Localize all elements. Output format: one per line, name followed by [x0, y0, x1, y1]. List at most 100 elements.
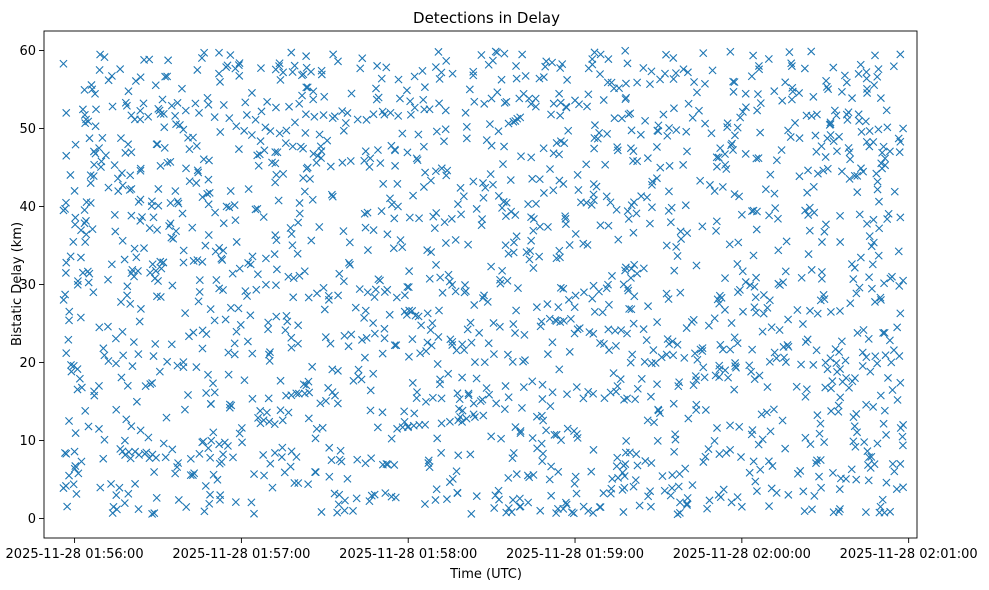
- data-point: [347, 330, 356, 339]
- data-point: [326, 162, 335, 171]
- data-point: [165, 222, 174, 230]
- data-point: [408, 306, 417, 315]
- data-point: [387, 141, 396, 150]
- y-tick-label: 10: [19, 434, 36, 449]
- data-point: [104, 183, 113, 192]
- data-point: [613, 146, 622, 155]
- data-point: [633, 269, 642, 278]
- data-point: [419, 142, 428, 151]
- data-point: [589, 508, 598, 517]
- data-point: [186, 454, 195, 463]
- data-point: [637, 374, 646, 383]
- data-point: [122, 415, 131, 424]
- x-tick-label: 2025-11-28 01:56:00: [6, 547, 144, 562]
- data-point: [652, 174, 661, 183]
- data-point: [433, 434, 442, 443]
- data-point: [665, 123, 674, 132]
- data-point: [856, 60, 865, 69]
- data-point: [338, 158, 347, 167]
- data-point: [504, 119, 513, 128]
- data-point: [264, 394, 273, 403]
- data-point: [136, 73, 145, 82]
- data-point: [784, 490, 793, 499]
- data-point: [173, 98, 182, 107]
- data-point: [596, 50, 605, 59]
- data-point: [809, 182, 818, 191]
- data-point: [668, 337, 677, 346]
- data-point: [264, 318, 273, 327]
- data-point: [356, 64, 365, 73]
- data-point: [518, 50, 527, 59]
- data-point: [704, 321, 713, 330]
- data-point: [80, 206, 89, 215]
- data-point: [619, 461, 628, 470]
- data-point: [410, 103, 419, 112]
- data-point: [763, 383, 772, 392]
- data-point: [636, 130, 645, 139]
- data-point: [237, 423, 246, 432]
- data-point: [129, 338, 138, 347]
- data-point: [287, 343, 296, 352]
- data-point: [833, 367, 842, 376]
- data-point: [880, 279, 889, 288]
- data-point: [511, 211, 520, 219]
- data-point: [369, 369, 378, 378]
- data-point: [461, 287, 470, 296]
- data-point: [121, 98, 130, 107]
- data-point: [616, 375, 625, 384]
- data-point: [509, 117, 518, 126]
- data-point: [466, 318, 475, 327]
- data-point: [152, 140, 161, 149]
- data-point: [218, 255, 227, 264]
- data-point: [161, 72, 170, 81]
- data-point: [653, 318, 662, 327]
- data-point: [767, 484, 776, 493]
- data-point: [500, 49, 509, 58]
- data-point: [647, 203, 656, 212]
- data-point: [896, 309, 905, 318]
- data-point: [499, 197, 508, 206]
- data-point: [890, 467, 899, 476]
- data-point: [629, 319, 638, 328]
- data-point: [319, 111, 328, 120]
- data-point: [752, 207, 761, 216]
- data-point: [100, 435, 109, 444]
- data-point: [134, 505, 143, 514]
- data-point: [822, 82, 831, 91]
- data-point: [898, 441, 907, 450]
- data-point: [224, 370, 233, 379]
- data-point: [370, 329, 379, 338]
- data-point: [851, 442, 860, 451]
- data-point: [82, 230, 91, 239]
- data-point: [830, 106, 839, 115]
- data-point: [495, 275, 504, 284]
- data-point: [158, 95, 167, 104]
- data-point: [370, 490, 379, 499]
- data-point: [204, 200, 213, 209]
- data-point: [620, 483, 629, 492]
- data-point: [865, 273, 874, 282]
- data-point: [261, 280, 270, 289]
- data-point: [639, 264, 648, 273]
- data-point: [254, 161, 263, 170]
- data-point: [684, 414, 693, 423]
- data-point: [554, 303, 563, 312]
- data-point: [809, 360, 818, 369]
- data-point: [545, 475, 554, 484]
- data-point: [532, 199, 540, 208]
- data-point: [294, 389, 303, 398]
- data-point: [253, 151, 262, 160]
- data-point: [246, 311, 255, 320]
- data-point: [252, 285, 261, 294]
- data-point: [428, 393, 437, 402]
- data-point: [65, 471, 74, 480]
- data-point: [111, 227, 120, 236]
- data-point: [633, 384, 642, 393]
- data-point: [504, 504, 513, 513]
- data-point: [294, 321, 303, 330]
- data-point: [435, 74, 444, 83]
- data-point: [154, 277, 162, 285]
- data-point: [389, 244, 398, 253]
- data-point: [502, 198, 511, 207]
- data-point: [641, 457, 650, 466]
